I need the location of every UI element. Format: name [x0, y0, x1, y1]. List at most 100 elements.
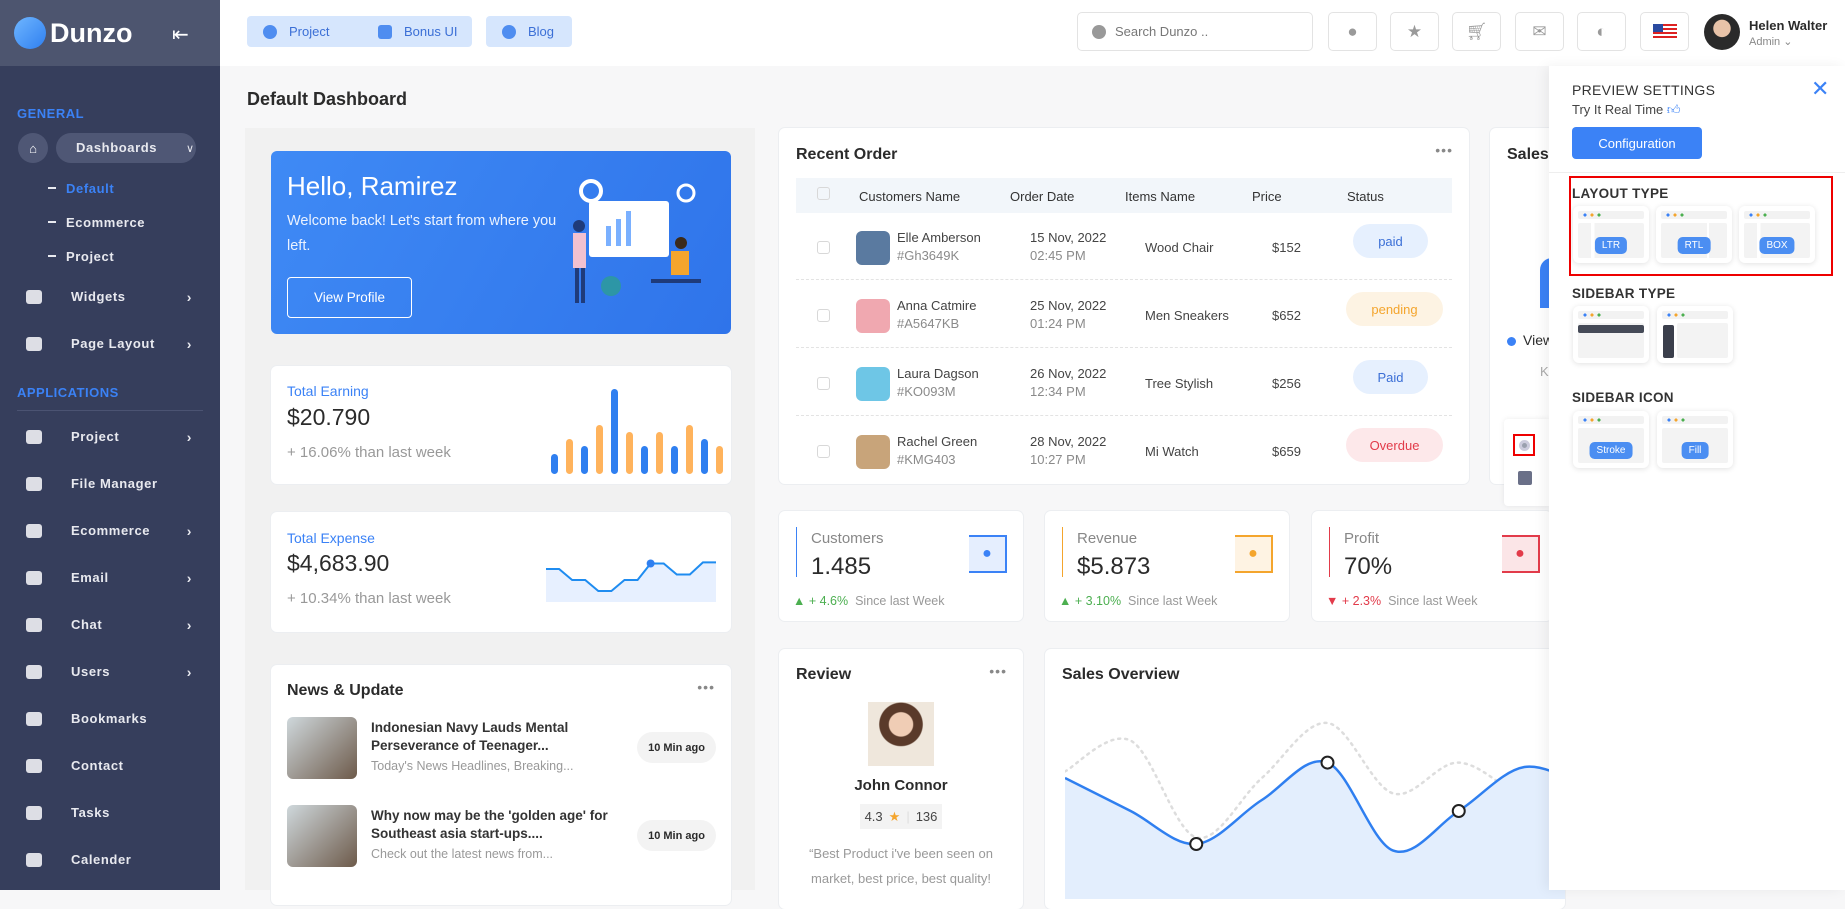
customer-avatar	[856, 299, 890, 333]
earning-bar	[686, 425, 693, 474]
sidebar-item-page-layout[interactable]: Page Layout ›	[0, 320, 220, 367]
mail-icon	[26, 570, 42, 585]
earning-bar	[551, 454, 558, 474]
layout-option-rtl[interactable]: RTL	[1656, 206, 1732, 263]
logo[interactable]: Dunzo ⇤	[0, 0, 220, 66]
sidebar-item-email[interactable]: Email ›	[0, 554, 220, 601]
sidebar-subitem-default[interactable]: Default	[0, 171, 220, 205]
star-icon: ★	[1406, 21, 1423, 41]
welcome-message: Welcome back! Let's start from where you…	[287, 213, 557, 254]
sidebar-item-dashboards[interactable]: ⌂ Dashboards ∨	[18, 133, 208, 163]
sidebar-item-chat[interactable]: Chat ›	[0, 601, 220, 648]
settings-icon[interactable]	[1513, 434, 1535, 456]
avatar[interactable]	[1704, 14, 1740, 50]
row-divider	[796, 347, 1452, 348]
column-header: Customers Name	[859, 189, 961, 204]
stat-card-revenue: Revenue $5.873 ● ▲ + 3.10% Since last Wee…	[1045, 511, 1289, 621]
chevron-right-icon: ›	[186, 335, 192, 352]
sidebar-item-project[interactable]: Project ›	[0, 413, 220, 460]
sales-overview-chart	[1065, 721, 1565, 899]
view-profile-button[interactable]: View Profile	[287, 277, 412, 318]
sidebar-icon-stroke[interactable]: Stroke	[1573, 411, 1649, 468]
news-card: News & Update ••• Indonesian Navy Lauds …	[271, 665, 731, 905]
preview-settings-panel: PREVIEW SETTINGS ✕ Try It Real Time 👍︎ C…	[1549, 66, 1845, 890]
expense-line-chart	[546, 559, 716, 602]
cart-button[interactable]: 🛒︎	[1452, 12, 1501, 51]
earning-bar	[611, 389, 618, 474]
info-icon	[26, 429, 42, 444]
hero-illustration	[573, 179, 701, 303]
sidebar-item-bookmarks[interactable]: Bookmarks	[0, 695, 220, 742]
earning-bar	[671, 446, 678, 474]
close-icon[interactable]: ✕	[1811, 76, 1830, 101]
row-checkbox[interactable]	[817, 377, 830, 390]
total-expense-card: Total Expense $4,683.90 + 10.34% than la…	[271, 512, 731, 632]
message-button[interactable]: ✉	[1515, 12, 1564, 51]
table-row: Laura Dagson #KO093M 26 Nov, 2022 12:34 PM…	[779, 360, 1469, 424]
row-checkbox[interactable]	[817, 241, 830, 254]
sidebar-item-ecommerce[interactable]: Ecommerce ›	[0, 507, 220, 554]
sidebar-item-contact[interactable]: Contact	[0, 742, 220, 789]
theme-toggle-button[interactable]: ◐	[1577, 12, 1626, 51]
notification-button[interactable]: ●	[1328, 12, 1377, 51]
row-checkbox[interactable]	[817, 445, 830, 458]
header-bonus-ui-button[interactable]: Bonus UI	[362, 16, 472, 47]
sidebar-item-file-manager[interactable]: File Manager	[0, 460, 220, 507]
thumbs-up-icon: 👍︎	[1666, 102, 1681, 117]
language-button[interactable]	[1640, 12, 1689, 51]
more-options-icon[interactable]: •••	[697, 679, 715, 695]
select-all-checkbox[interactable]	[817, 187, 830, 200]
more-options-icon[interactable]: •••	[1435, 142, 1453, 158]
stat-card-profit: Profit 70% ● ▼ + 2.3% Since last Week	[1312, 511, 1552, 621]
divider	[1549, 172, 1845, 173]
row-divider	[796, 415, 1452, 416]
sidebar-icon-fill[interactable]: Fill	[1657, 411, 1733, 468]
sidebar-type-vertical[interactable]	[1657, 306, 1733, 363]
search-input[interactable]: Search Dunzo ..	[1077, 12, 1313, 51]
header-project-button[interactable]: Project	[247, 16, 382, 47]
earning-bar	[701, 439, 708, 474]
bell-icon: ●	[1347, 21, 1358, 41]
layout-type-highlight	[1569, 176, 1833, 276]
data-point-marker[interactable]	[1189, 837, 1204, 851]
arrow-up-icon: ▲	[793, 594, 806, 608]
row-checkbox[interactable]	[817, 309, 830, 322]
more-options-icon[interactable]: •••	[989, 663, 1007, 679]
sidebar-toggle-icon[interactable]: ⇤	[172, 24, 189, 46]
sidebar-item-users[interactable]: Users ›	[0, 648, 220, 695]
sidebar-item-tasks[interactable]: Tasks	[0, 789, 220, 836]
news-item[interactable]: Indonesian Navy Lauds Mental Perseveranc…	[287, 717, 717, 779]
expense-area	[546, 562, 716, 602]
bookmark-button[interactable]: ★	[1390, 12, 1439, 51]
column-header: Status	[1347, 189, 1384, 204]
flag-us-icon	[1652, 23, 1677, 40]
chevron-right-icon: ›	[186, 522, 192, 539]
section-general: GENERAL	[17, 106, 85, 121]
chevron-down-icon: ∨	[185, 142, 194, 155]
cart-icon: 🛒︎	[1465, 21, 1488, 41]
sidebar-item-calender[interactable]: Calender	[0, 836, 220, 883]
sidebar-type-horizontal[interactable]	[1573, 306, 1649, 363]
sidebar-item-widgets[interactable]: Widgets ›	[0, 273, 220, 320]
customizer-icon[interactable]	[1518, 471, 1532, 485]
sidebar-subitem-project[interactable]: Project	[0, 239, 220, 273]
check-icon	[26, 805, 42, 820]
sidebar-subitem-ecommerce[interactable]: Ecommerce	[0, 205, 220, 239]
header-blog-button[interactable]: Blog	[486, 16, 572, 47]
mail-icon: ✉	[1532, 21, 1547, 41]
series-1-area	[1065, 761, 1565, 899]
layout-option-box[interactable]: BOX	[1739, 206, 1815, 263]
layout-option-ltr[interactable]: LTR	[1573, 206, 1649, 263]
news-item[interactable]: Why now may be the 'golden age' for Sout…	[287, 805, 717, 867]
user-role-dropdown[interactable]: Admin ⌄	[1749, 36, 1793, 48]
total-earning-card: Total Earning $20.790 + 16.06% than last…	[271, 366, 731, 484]
sidebar: Dunzo ⇤ GENERAL ⌂ Dashboards ∨ Default E…	[0, 0, 220, 890]
status-badge: pending	[1346, 292, 1443, 326]
theme-icon: ◐	[1596, 21, 1607, 41]
data-point-marker[interactable]	[1451, 804, 1466, 818]
data-point-marker[interactable]	[1320, 755, 1335, 770]
welcome-title: Hello, Ramirez	[287, 171, 458, 201]
configuration-button[interactable]: Configuration	[1572, 127, 1702, 159]
news-thumbnail	[287, 717, 357, 779]
earning-bar	[581, 446, 588, 474]
